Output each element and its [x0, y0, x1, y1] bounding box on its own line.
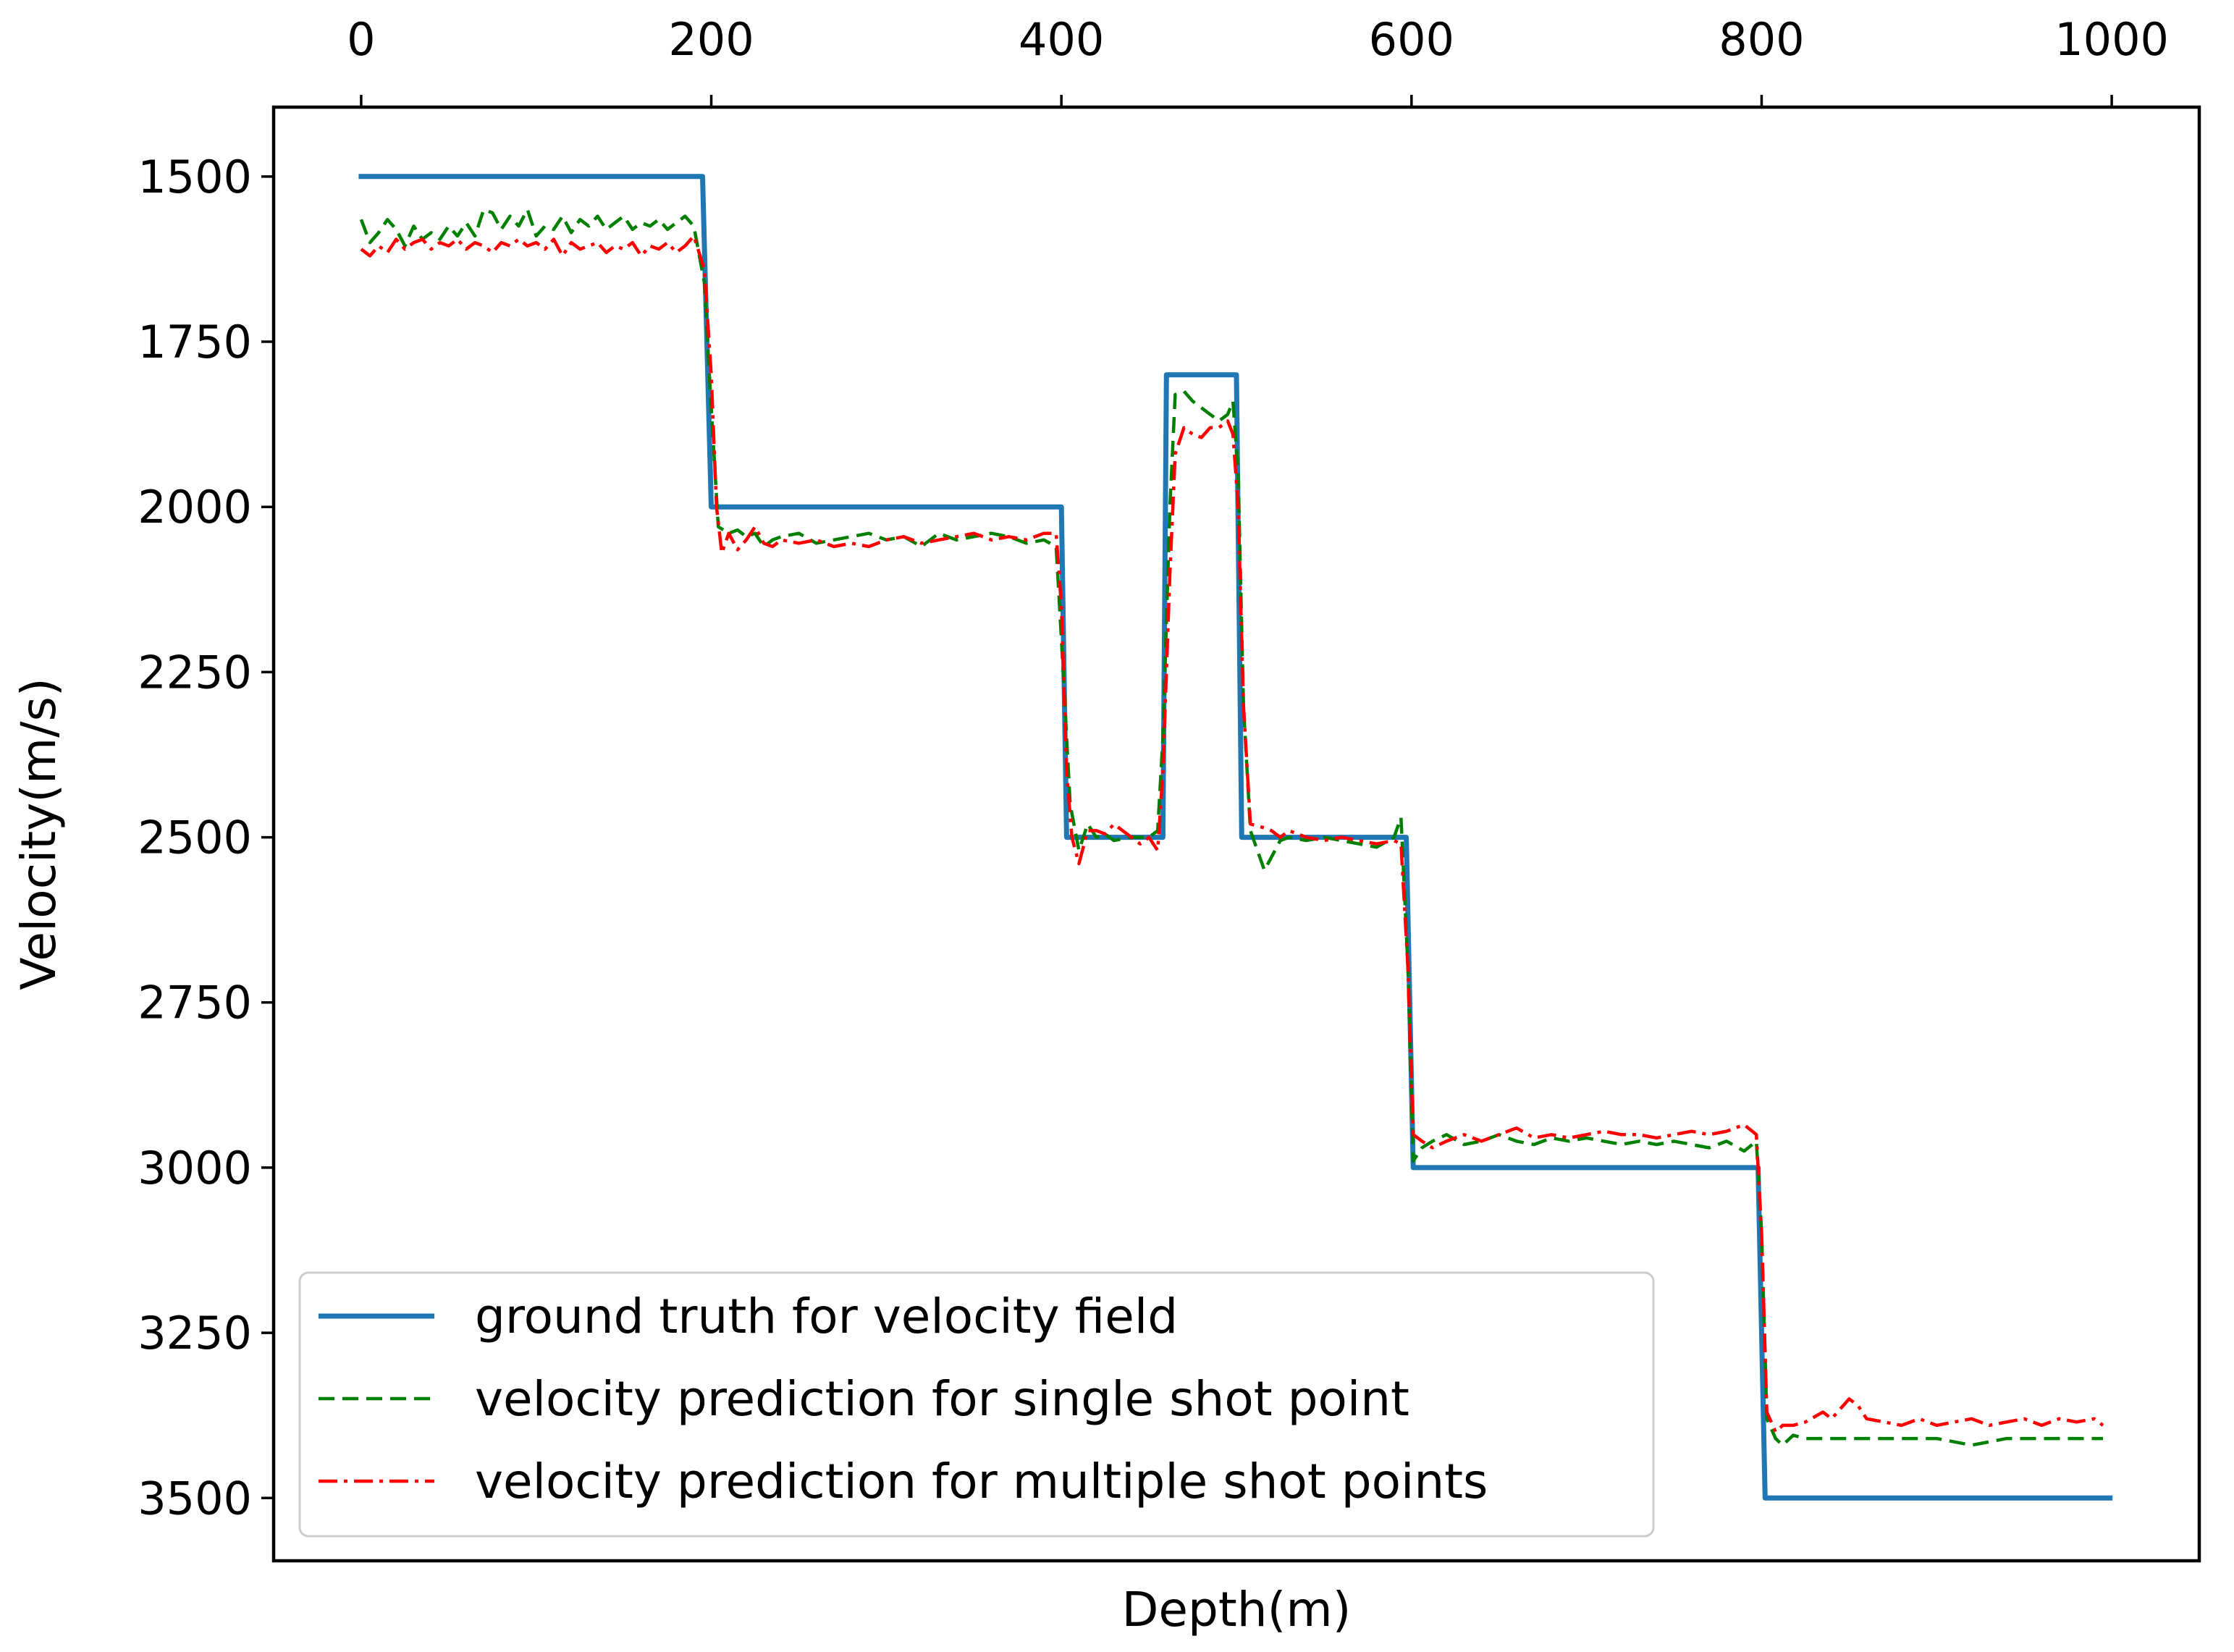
- x-tick-label: 200: [668, 13, 754, 66]
- series-line-3: [360, 234, 2104, 1434]
- legend-label-2: velocity prediction for single shot poin…: [475, 1371, 1409, 1427]
- x-tick-label: 1000: [2054, 13, 2169, 66]
- legend: ground truth for velocity field velocity …: [298, 1271, 1655, 1538]
- x-tick-label: 400: [1019, 13, 1104, 66]
- plot-frame: [271, 105, 2201, 1563]
- y-tick-label: 1500: [138, 151, 252, 203]
- x-tick-label: 800: [1719, 13, 1804, 66]
- y-tick-label: 2000: [138, 481, 252, 534]
- y-axis-ticks: 1500 1750 2000 2250 2500 2750 3000 3250 3500: [138, 151, 274, 1525]
- y-tick-label: 3250: [138, 1307, 252, 1360]
- legend-box: [298, 1271, 1655, 1538]
- y-tick-label: 3500: [138, 1472, 252, 1525]
- y-tick-label: 1750: [138, 316, 252, 368]
- series-layer: [358, 174, 2113, 1501]
- series-line-1: [358, 174, 2113, 1501]
- y-tick-label: 3000: [138, 1142, 252, 1194]
- x-axis-ticks: 0 200 400 600 800 1000: [347, 13, 2169, 107]
- y-tick-label: 2500: [138, 812, 252, 864]
- x-tick-label: 0: [347, 13, 375, 66]
- y-tick-label: 2250: [138, 646, 252, 699]
- y-axis-title: Velocity(m/s): [11, 678, 67, 990]
- x-axis-title: Depth(m): [1122, 1582, 1352, 1638]
- legend-label-1: ground truth for velocity field: [475, 1289, 1178, 1344]
- legend-label-3: velocity prediction for multiple shot po…: [475, 1454, 1488, 1509]
- x-tick-label: 600: [1369, 13, 1454, 66]
- y-tick-label: 2750: [138, 977, 252, 1029]
